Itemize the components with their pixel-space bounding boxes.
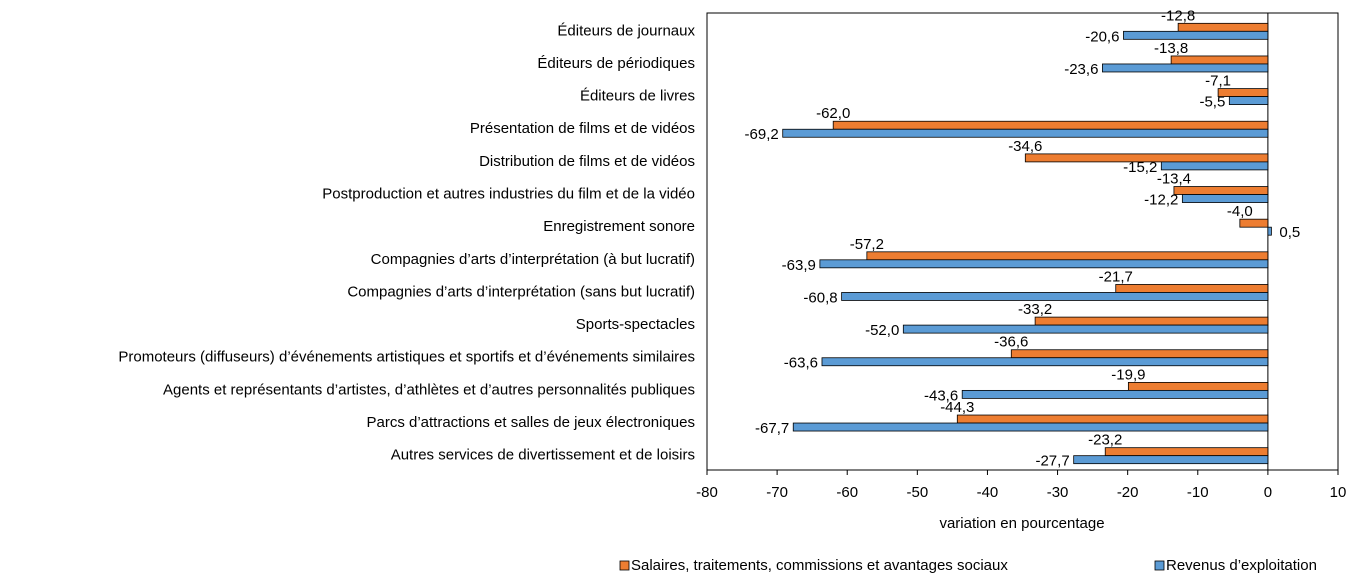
x-tick-label: -70 [766,484,788,501]
data-label: -23,2 [1088,432,1122,449]
data-label: -44,3 [940,399,974,416]
data-label: -19,9 [1111,366,1145,383]
plot-area [706,12,1339,471]
bar [1170,55,1269,65]
data-label: -69,2 [745,126,779,143]
bar [1267,226,1272,236]
legend-label: Salaires, traitements, commissions et av… [631,557,1008,574]
x-tick-label: -50 [906,484,928,501]
bar [1239,218,1269,228]
bar [1034,316,1269,326]
x-tick-label: -40 [977,484,999,501]
legend-swatch [1154,560,1165,571]
y-tick-label: Distribution de films et de vidéos [479,153,695,170]
bar [1073,455,1269,465]
data-label: -20,6 [1085,28,1119,45]
bar [1115,284,1269,293]
bar [1123,30,1269,40]
data-label: -23,6 [1064,61,1098,78]
y-tick-label: Promoteurs (diffuseurs) d’événements art… [118,349,695,366]
bar [1102,63,1269,73]
data-label: -12,2 [1144,192,1178,209]
data-label: -5,5 [1199,94,1225,111]
bar [841,292,1269,301]
data-label: -52,0 [865,322,899,339]
bar [819,259,1269,269]
x-tick-label: -20 [1117,484,1139,501]
data-label: -12,8 [1161,7,1195,24]
y-tick-label: Présentation de films et de vidéos [470,120,695,137]
data-label: -60,8 [803,289,837,306]
data-label: 0,5 [1279,224,1300,241]
y-tick-label: Sports-spectacles [576,316,695,333]
legend-swatch [619,560,630,571]
data-label: -21,7 [1099,268,1133,285]
x-tick-label: -10 [1187,484,1209,501]
data-label: -67,7 [755,420,789,437]
bar [782,128,1269,138]
data-label: -63,9 [782,257,816,274]
data-label: -13,4 [1157,171,1191,188]
bar [1217,88,1269,98]
y-tick-label: Éditeurs de périodiques [537,55,695,72]
bar [1104,447,1269,457]
data-label: -13,8 [1154,40,1188,57]
data-label: -4,0 [1227,203,1253,220]
bar [792,422,1269,432]
y-tick-label: Postproduction et autres industries du f… [322,186,695,203]
bar [1127,381,1269,391]
bar [1177,22,1269,32]
bar [1160,161,1269,171]
bar [832,120,1269,130]
bar [1173,186,1269,195]
data-label: -36,6 [994,334,1028,351]
x-tick-label: 0 [1264,484,1272,501]
data-label: -15,2 [1123,159,1157,176]
y-tick-label: Enregistrement sonore [543,218,695,235]
data-label: -43,6 [924,387,958,404]
data-label: -7,1 [1205,73,1231,90]
x-tick-label: 10 [1330,484,1347,501]
bar [1010,349,1269,359]
data-label: -33,2 [1018,301,1052,318]
x-tick-label: -30 [1047,484,1069,501]
y-tick-label: Autres services de divertissement et de … [391,447,695,464]
y-tick-label: Compagnies d’arts d’interprétation (sans… [347,283,695,300]
bar [956,414,1269,424]
data-label: -63,6 [784,355,818,372]
data-label: -27,7 [1035,453,1069,470]
x-tick-label: -60 [836,484,858,501]
data-label: -57,2 [850,236,884,253]
y-tick-label: Éditeurs de journaux [557,22,695,39]
y-tick-label: Compagnies d’arts d’interprétation (à bu… [371,251,695,268]
data-label: -62,0 [816,105,850,122]
x-tick-label: -80 [696,484,718,501]
y-tick-label: Parcs d’attractions et salles de jeux él… [366,414,695,431]
x-axis-label: variation en pourcentage [939,515,1104,532]
bar [821,357,1269,367]
bar [1228,96,1269,106]
bar [1181,194,1269,203]
bar [1024,153,1269,163]
legend-label: Revenus d’exploitation [1166,557,1317,574]
bar [902,324,1269,334]
y-tick-label: Éditeurs de livres [580,88,695,105]
y-tick-label: Agents et représentants d’artistes, d’at… [163,381,695,398]
bar [866,251,1269,261]
data-label: -34,6 [1008,138,1042,155]
bar [961,389,1269,399]
